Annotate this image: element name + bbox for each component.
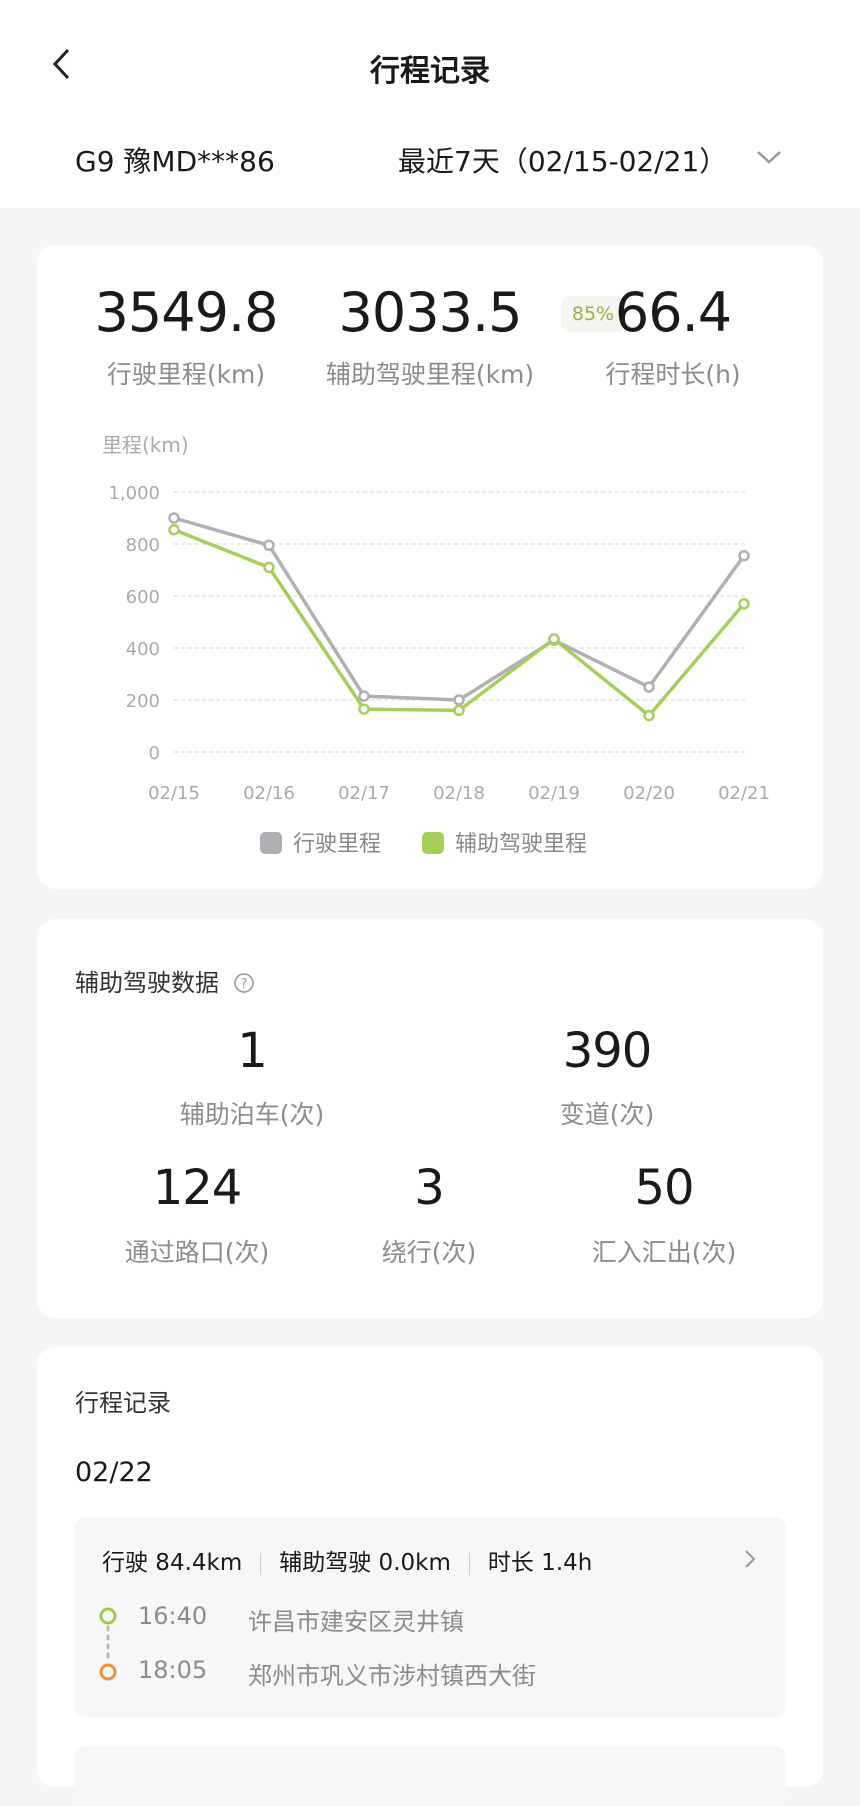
legend-swatch xyxy=(260,832,282,854)
legend-swatch xyxy=(422,832,444,854)
mileage-chart: 里程(km) 0 200 400 600 800 1,000 02/15 02/16 02/17… xyxy=(102,433,770,857)
assist-km-label: 辅助驾驶里程(km) xyxy=(325,360,535,389)
data-point xyxy=(453,704,465,717)
end-time: 18:05 xyxy=(138,1656,208,1684)
stat-label: 汇入汇出(次) xyxy=(591,1238,737,1267)
chevron-down-icon[interactable] xyxy=(754,146,784,170)
stat-value: 3 xyxy=(414,1160,445,1216)
data-point xyxy=(263,539,275,552)
end-place: 郑州市巩义市涉村镇西大街 xyxy=(248,1662,536,1690)
total-km-value: 3549.8 xyxy=(94,281,279,344)
y-tick-label: 600 xyxy=(126,587,160,608)
series-line xyxy=(173,516,746,702)
x-tick-label: 02/17 xyxy=(338,783,390,804)
assist-ratio-badge: 85% xyxy=(561,296,625,332)
stat-label: 绕行(次) xyxy=(381,1238,477,1267)
assist-title: 辅助驾驶数据 ? xyxy=(75,963,255,998)
trip-records-card: 行程记录 02/22 行驶 84.4km 辅助驾驶 0.0km 时长 1.4h 16… xyxy=(37,1347,823,1806)
start-time: 16:40 xyxy=(138,1602,208,1630)
trips-title: 行程记录 xyxy=(75,1389,171,1417)
duration-value: 66.4 xyxy=(614,281,732,344)
trip-assist: 辅助驾驶 0.0km xyxy=(279,1550,451,1576)
trip-duration: 时长 1.4h xyxy=(487,1550,593,1576)
stat-value: 50 xyxy=(634,1160,694,1216)
chevron-left-icon[interactable] xyxy=(48,44,78,84)
y-tick-label: 1,000 xyxy=(108,483,160,504)
y-tick-label: 400 xyxy=(126,639,160,660)
data-point xyxy=(738,598,750,610)
trip-drive: 行驶 84.4km xyxy=(102,1550,243,1576)
trip-summary: 行驶 84.4km 辅助驾驶 0.0km 时长 1.4h xyxy=(102,1543,592,1577)
total-km-label: 行驶里程(km) xyxy=(106,360,266,389)
assist-data-card: 辅助驾驶数据 ? 1 辅助泊车(次) 390 变道(次) 124 通过路口(次)… xyxy=(37,919,823,1318)
series-line xyxy=(173,528,746,718)
start-place: 许昌市建安区灵井镇 xyxy=(248,1608,464,1636)
x-tick-label: 02/15 xyxy=(148,783,200,804)
question-circle-icon[interactable]: ? xyxy=(233,972,255,994)
chevron-right-icon[interactable] xyxy=(742,1547,758,1571)
y-tick-label: 0 xyxy=(149,743,160,764)
y-axis-label: 里程(km) xyxy=(102,433,189,457)
assist-km-value: 3033.5 xyxy=(338,281,523,344)
data-point xyxy=(643,681,655,693)
stat-value: 1 xyxy=(237,1023,268,1079)
route-timeline-icon xyxy=(99,1607,117,1681)
x-tick-label: 02/19 xyxy=(528,783,580,804)
vehicle-name[interactable]: G9 豫MD***86 xyxy=(75,145,275,178)
data-point xyxy=(643,709,655,722)
legend-label: 辅助驾驶里程 xyxy=(455,832,587,857)
x-tick-label: 02/21 xyxy=(718,783,770,804)
stat-value: 124 xyxy=(152,1160,243,1216)
data-point xyxy=(548,633,560,645)
top-bar: 行程记录 G9 豫MD***86 最近7天（02/15-02/21） xyxy=(0,0,860,208)
data-point xyxy=(263,561,275,574)
divider xyxy=(260,1552,262,1575)
data-point xyxy=(168,512,180,524)
stat-label: 变道(次) xyxy=(559,1100,655,1129)
data-point xyxy=(358,690,370,702)
stat-label: 辅助泊车(次) xyxy=(179,1100,325,1129)
x-tick-label: 02/16 xyxy=(243,783,295,804)
svg-text:?: ? xyxy=(240,977,247,992)
data-point xyxy=(738,549,750,562)
trip-item[interactable]: 行驶 84.4km 辅助驾驶 0.0km 时长 1.4h 16:40 许昌市建安区灵… xyxy=(74,1517,786,1717)
y-tick-label: 200 xyxy=(126,691,160,712)
assist-title-text: 辅助驾驶数据 xyxy=(75,969,219,997)
duration-label: 行程时长(h) xyxy=(605,360,741,389)
divider xyxy=(468,1552,470,1575)
page-title: 行程记录 xyxy=(370,54,490,89)
data-point xyxy=(453,694,465,706)
summary-card: 3549.8 行驶里程(km) 3033.5 85% 辅助驾驶里程(km) 66… xyxy=(37,245,823,889)
stat-label: 通过路口(次) xyxy=(124,1238,270,1267)
x-tick-label: 02/20 xyxy=(623,783,675,804)
data-point xyxy=(358,703,370,715)
stat-value: 390 xyxy=(562,1023,653,1079)
y-tick-label: 800 xyxy=(126,535,160,556)
date-range-select[interactable]: 最近7天（02/15-02/21） xyxy=(398,145,728,178)
trip-item-next[interactable] xyxy=(74,1746,786,1806)
trip-date: 02/22 xyxy=(75,1457,153,1488)
data-point xyxy=(168,523,180,536)
x-tick-label: 02/18 xyxy=(433,783,485,804)
legend-label: 行驶里程 xyxy=(293,832,381,857)
